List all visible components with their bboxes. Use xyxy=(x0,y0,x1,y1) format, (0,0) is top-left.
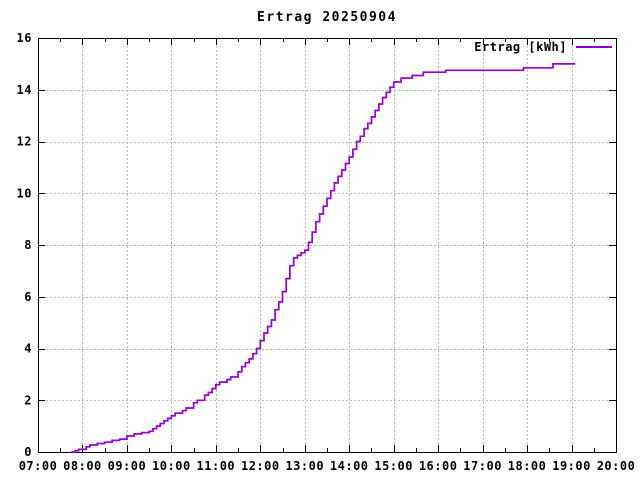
legend: Ertrag [kWh] xyxy=(474,40,612,54)
y-tick-label: 10 xyxy=(17,186,32,200)
y-tick-label: 6 xyxy=(24,290,32,304)
x-tick-label: 20:00 xyxy=(597,459,636,473)
x-tick-label: 15:00 xyxy=(374,459,413,473)
y-tick-label: 14 xyxy=(17,83,32,97)
legend-label: Ertrag [kWh] xyxy=(474,40,567,54)
x-tick-label: 18:00 xyxy=(508,459,547,473)
y-tick-label: 12 xyxy=(17,135,32,149)
y-tick-label: 8 xyxy=(24,238,32,252)
y-tick-label: 0 xyxy=(24,445,32,459)
x-tick-label: 09:00 xyxy=(108,459,147,473)
y-tick-label: 2 xyxy=(24,393,32,407)
chart-title: Ertrag 20250904 xyxy=(257,10,397,25)
x-tick-label: 11:00 xyxy=(197,459,236,473)
x-tick-label: 12:00 xyxy=(241,459,280,473)
x-tick-label: 08:00 xyxy=(63,459,102,473)
x-tick-label: 13:00 xyxy=(285,459,324,473)
x-tick-label: 17:00 xyxy=(463,459,502,473)
x-tick-label: 10:00 xyxy=(152,459,191,473)
x-tick-label: 14:00 xyxy=(330,459,369,473)
x-tick-label: 19:00 xyxy=(552,459,591,473)
legend-line-sample-icon xyxy=(576,46,612,48)
x-tick-label: 07:00 xyxy=(19,459,58,473)
y-tick-label: 4 xyxy=(24,342,32,356)
y-tick-label: 16 xyxy=(17,31,32,45)
x-tick-label: 16:00 xyxy=(419,459,458,473)
data-line-kWh xyxy=(71,63,576,453)
